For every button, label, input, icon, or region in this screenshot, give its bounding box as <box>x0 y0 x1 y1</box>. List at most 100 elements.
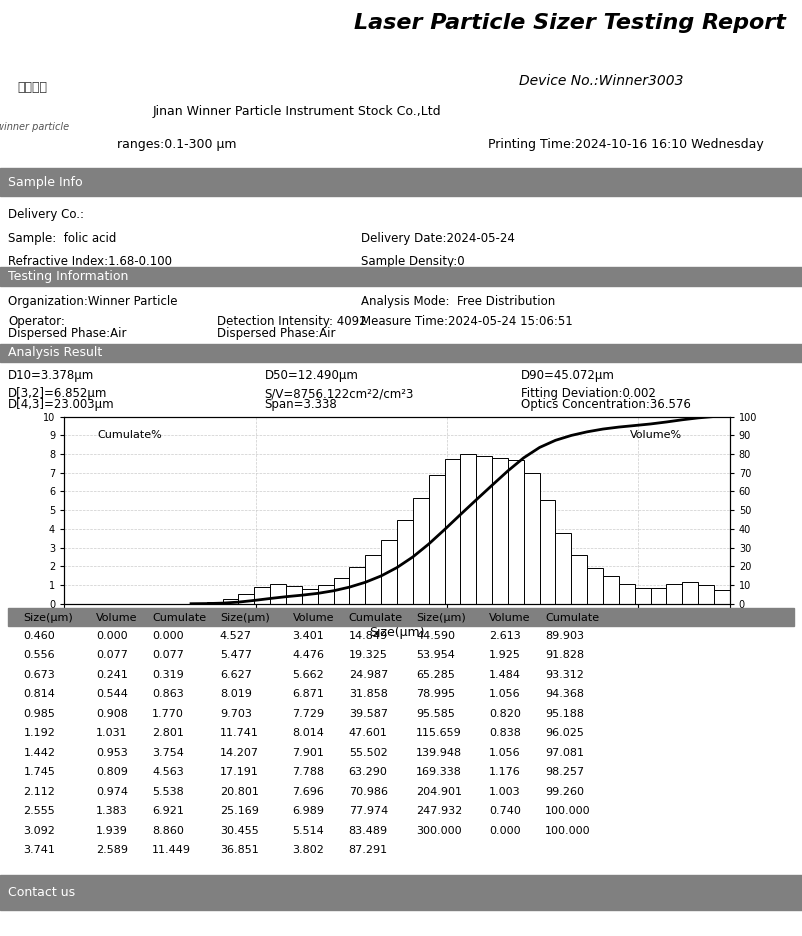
Text: 0.953: 0.953 <box>96 748 128 758</box>
Bar <box>238 593 254 604</box>
Text: 0.985: 0.985 <box>23 709 55 719</box>
Bar <box>429 475 444 604</box>
Bar <box>254 587 270 604</box>
Text: 3.401: 3.401 <box>293 631 324 641</box>
Text: 25.169: 25.169 <box>220 806 259 816</box>
Text: Measure Time:2024-05-24 15:06:51: Measure Time:2024-05-24 15:06:51 <box>361 315 573 329</box>
Text: 0.077: 0.077 <box>96 651 128 661</box>
Text: 1.003: 1.003 <box>489 786 520 797</box>
Text: 6.871: 6.871 <box>293 689 325 699</box>
Text: Analysis Result: Analysis Result <box>8 346 103 359</box>
Text: 0.241: 0.241 <box>96 670 128 680</box>
Text: 0.000: 0.000 <box>96 631 128 641</box>
Text: 1.745: 1.745 <box>23 768 55 777</box>
Text: 65.285: 65.285 <box>416 670 456 680</box>
Text: Span=3.338: Span=3.338 <box>265 399 338 411</box>
Text: Size(μm): Size(μm) <box>23 613 73 623</box>
Bar <box>397 519 413 604</box>
Text: Cumulate: Cumulate <box>545 613 599 623</box>
Text: 44.590: 44.590 <box>416 631 456 641</box>
Bar <box>8 608 794 626</box>
Text: 53.954: 53.954 <box>416 651 456 661</box>
Text: Dispersed Phase:Air: Dispersed Phase:Air <box>8 327 127 340</box>
Text: 2.801: 2.801 <box>152 728 184 739</box>
Text: D[3,2]=6.852μm: D[3,2]=6.852μm <box>8 388 107 401</box>
Text: 100.000: 100.000 <box>545 826 591 836</box>
Text: 0.556: 0.556 <box>23 651 55 661</box>
Text: 1.442: 1.442 <box>23 748 55 758</box>
Text: 0.908: 0.908 <box>96 709 128 719</box>
Bar <box>650 588 666 604</box>
Text: 115.659: 115.659 <box>416 728 462 739</box>
Bar <box>603 576 619 604</box>
Bar <box>302 589 318 604</box>
Text: Organization:Winner Particle: Organization:Winner Particle <box>8 295 177 308</box>
Bar <box>476 456 492 604</box>
Text: 7.901: 7.901 <box>293 748 325 758</box>
Bar <box>270 584 286 604</box>
Bar <box>683 581 698 604</box>
Text: 3.741: 3.741 <box>23 845 55 856</box>
Text: 1.031: 1.031 <box>96 728 128 739</box>
Bar <box>0 168 802 196</box>
Bar <box>286 586 302 604</box>
Text: Sample Info: Sample Info <box>8 176 83 189</box>
Text: ranges:0.1-300 μm: ranges:0.1-300 μm <box>116 138 237 151</box>
Bar <box>714 590 730 604</box>
Text: 98.257: 98.257 <box>545 768 585 777</box>
Text: 100.000: 100.000 <box>545 806 591 816</box>
Text: Detection Intensity: 4092: Detection Intensity: 4092 <box>217 315 367 329</box>
Text: 1.383: 1.383 <box>96 806 128 816</box>
Text: 4.563: 4.563 <box>152 768 184 777</box>
Text: Sample Density:0: Sample Density:0 <box>361 255 464 268</box>
Text: 5.538: 5.538 <box>152 786 184 797</box>
Text: 6.989: 6.989 <box>293 806 325 816</box>
Text: 1.056: 1.056 <box>489 689 520 699</box>
Text: 1.056: 1.056 <box>489 748 520 758</box>
Text: D90=45.072μm: D90=45.072μm <box>521 369 615 382</box>
Bar <box>381 540 397 604</box>
Text: Volume%: Volume% <box>630 430 682 440</box>
Text: 0.740: 0.740 <box>489 806 521 816</box>
Text: 204.901: 204.901 <box>416 786 462 797</box>
Text: D[4,3]=23.003μm: D[4,3]=23.003μm <box>8 399 115 411</box>
Text: 20.801: 20.801 <box>220 786 259 797</box>
Bar <box>350 567 365 604</box>
Text: Operator:: Operator: <box>8 315 65 329</box>
Bar <box>524 473 540 604</box>
Text: 91.828: 91.828 <box>545 651 585 661</box>
Text: 1.925: 1.925 <box>489 651 521 661</box>
Text: Cumulate: Cumulate <box>349 613 403 623</box>
Text: Volume: Volume <box>293 613 334 623</box>
Text: 5.514: 5.514 <box>293 826 324 836</box>
Text: 2.613: 2.613 <box>489 631 520 641</box>
Text: Size(μm): Size(μm) <box>416 613 466 623</box>
Text: 31.858: 31.858 <box>349 689 387 699</box>
Text: Delivery Co.:: Delivery Co.: <box>8 208 84 221</box>
Text: Volume: Volume <box>96 613 138 623</box>
Text: 8.019: 8.019 <box>220 689 252 699</box>
Text: 1.939: 1.939 <box>96 826 128 836</box>
Text: 3.092: 3.092 <box>23 826 55 836</box>
Text: 0.673: 0.673 <box>23 670 55 680</box>
Bar <box>460 454 476 604</box>
Text: 1.192: 1.192 <box>23 728 55 739</box>
Text: 55.502: 55.502 <box>349 748 387 758</box>
Text: Device No.:Winner3003: Device No.:Winner3003 <box>519 74 684 88</box>
Text: 2.589: 2.589 <box>96 845 128 856</box>
Text: Volume: Volume <box>489 613 531 623</box>
Text: 9.703: 9.703 <box>220 709 252 719</box>
Text: 36.851: 36.851 <box>220 845 258 856</box>
Text: Testing Information: Testing Information <box>8 271 128 284</box>
Text: 139.948: 139.948 <box>416 748 463 758</box>
Text: 2.555: 2.555 <box>23 806 55 816</box>
Text: 78.995: 78.995 <box>416 689 456 699</box>
Bar <box>587 567 603 604</box>
Bar <box>698 585 714 604</box>
Text: 0.820: 0.820 <box>489 709 521 719</box>
Text: 77.974: 77.974 <box>349 806 388 816</box>
Text: 7.788: 7.788 <box>293 768 325 777</box>
Text: Size(μm): Size(μm) <box>220 613 269 623</box>
Bar <box>413 498 429 604</box>
Text: 0.460: 0.460 <box>23 631 55 641</box>
